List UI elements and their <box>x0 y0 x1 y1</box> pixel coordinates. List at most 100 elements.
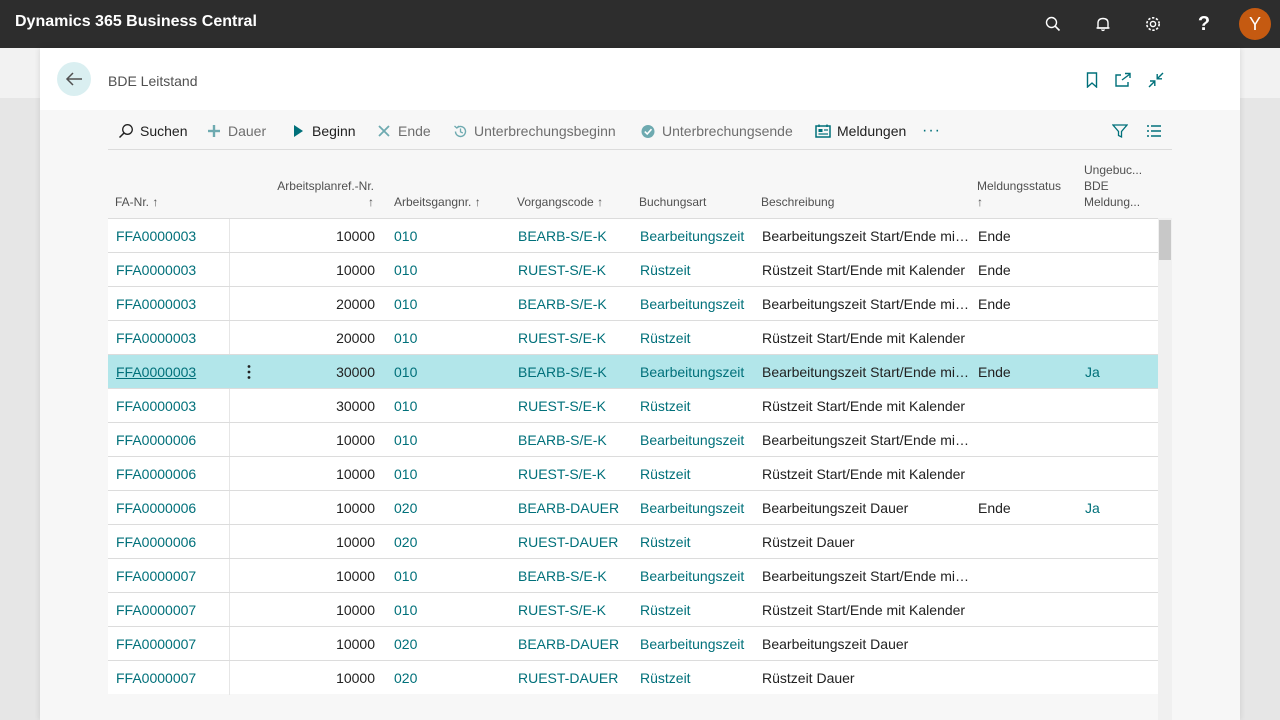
duration-button[interactable]: Dauer <box>206 121 266 141</box>
interruption-start-button[interactable]: Unterbrechungsbeginn <box>452 121 616 141</box>
fa-nr-cell[interactable]: FFA0000006 <box>116 432 197 448</box>
fa-nr-cell[interactable]: FFA0000006 <box>116 534 197 550</box>
meldungsstatus-cell: Ende <box>978 262 1011 278</box>
column-divider <box>229 457 230 491</box>
column-divider <box>229 219 230 253</box>
vorgangscode-cell: BEARB-S/E-K <box>518 228 607 244</box>
buchungsart-cell: Rüstzeit <box>640 534 691 550</box>
arbeitsplanref-cell: 10000 <box>336 500 375 516</box>
buchungsart-cell: Bearbeitungszeit <box>640 568 745 584</box>
page-header: BDE Leitstand <box>40 48 1240 110</box>
table-row[interactable]: FFA0000007 10000 020 BEARB-DAUER Bearbeitung… <box>108 626 1158 661</box>
beschreibung-cell: Rüstzeit Dauer <box>762 670 855 686</box>
beschreibung-cell: Bearbeitungszeit Dauer <box>762 500 909 516</box>
fa-nr-cell[interactable]: FFA0000007 <box>116 636 197 652</box>
beschreibung-cell: Rüstzeit Start/Ende mit Kalender <box>762 262 966 278</box>
interruption-end-button[interactable]: Unterbrechungsende <box>640 121 793 141</box>
table-row[interactable]: FFA0000006 10000 010 RUEST-S/E-K Rüstzeit Rüs… <box>108 456 1158 491</box>
table-row[interactable]: FFA0000003 20000 010 BEARB-S/E-K Bearbeitung… <box>108 286 1158 321</box>
interruption-start-label: Unterbrechungsbeginn <box>474 123 616 139</box>
table-row[interactable]: FFA0000007 10000 010 RUEST-S/E-K Rüstzeit Rüs… <box>108 592 1158 627</box>
vorgangscode-cell: BEARB-S/E-K <box>518 568 607 584</box>
app-title[interactable]: Dynamics 365 Business Central <box>15 13 257 30</box>
row-actions-icon[interactable] <box>244 363 254 381</box>
start-button[interactable]: Beginn <box>290 121 356 141</box>
end-label: Ende <box>398 123 431 139</box>
column-header-meldungsstatus[interactable]: Meldungsstatus ↑ <box>977 179 1062 209</box>
meldungsstatus-cell: Ende <box>978 228 1011 244</box>
vorgangscode-cell: RUEST-S/E-K <box>518 602 606 618</box>
column-header-vorgangscode[interactable]: Vorgangscode ↑ <box>517 195 604 209</box>
column-header-arbeitsplanref[interactable]: Arbeitsplanref.-Nr. ↑ <box>277 179 374 209</box>
arbeitsgangnr-cell: 010 <box>394 466 418 482</box>
column-header-fa-nr[interactable]: FA-Nr. ↑ <box>115 195 159 209</box>
fa-nr-cell[interactable]: FFA0000006 <box>116 466 197 482</box>
avatar[interactable]: Y <box>1239 8 1271 40</box>
end-button[interactable]: Ende <box>376 121 431 141</box>
column-divider <box>229 253 230 287</box>
vorgangscode-cell: BEARB-S/E-K <box>518 364 607 380</box>
collapse-icon[interactable] <box>1146 70 1166 90</box>
table-row[interactable]: FFA0000003 10000 010 RUEST-S/E-K Rüstzeit Rüs… <box>108 252 1158 287</box>
fa-nr-cell[interactable]: FFA0000003 <box>116 330 197 346</box>
more-options-button[interactable]: ··· <box>922 122 941 139</box>
fa-nr-cell[interactable]: FFA0000003 <box>116 262 197 278</box>
gear-icon[interactable] <box>1141 12 1165 36</box>
buchungsart-cell: Bearbeitungszeit <box>640 228 745 244</box>
vorgangscode-cell: RUEST-S/E-K <box>518 262 606 278</box>
buchungsart-cell: Rüstzeit <box>640 602 691 618</box>
arbeitsgangnr-cell: 020 <box>394 500 418 516</box>
buchungsart-cell: Bearbeitungszeit <box>640 432 745 448</box>
column-divider <box>229 423 230 457</box>
table-row[interactable]: FFA0000003 20000 010 RUEST-S/E-K Rüstzeit Rüs… <box>108 320 1158 355</box>
search-icon[interactable] <box>1041 12 1065 36</box>
fa-nr-cell[interactable]: FFA0000003 <box>116 398 197 414</box>
column-header-ungebucht-bde-meldung[interactable]: Ungebuc... BDE Meldung... <box>1084 163 1143 209</box>
table-row[interactable]: FFA0000006 10000 020 BEARB-DAUER Bearbeitung… <box>108 490 1158 525</box>
arbeitsgangnr-cell: 010 <box>394 602 418 618</box>
messages-button[interactable]: Meldungen <box>815 121 906 141</box>
play-icon <box>290 123 306 139</box>
table-row[interactable]: FFA0000007 10000 010 BEARB-S/E-K Bearbeitung… <box>108 558 1158 593</box>
arbeitsgangnr-cell: 020 <box>394 636 418 652</box>
column-header-beschreibung[interactable]: Beschreibung <box>761 195 835 209</box>
search-action-button[interactable]: Suchen <box>118 121 187 141</box>
column-divider <box>229 559 230 593</box>
table-row[interactable]: FFA0000006 10000 020 RUEST-DAUER Rüstzeit Rüs… <box>108 524 1158 559</box>
close-icon <box>376 123 392 139</box>
column-divider <box>229 661 230 695</box>
back-button[interactable] <box>57 62 91 96</box>
fa-nr-cell[interactable]: FFA0000007 <box>116 568 197 584</box>
column-divider <box>229 593 230 627</box>
column-header-buchungsart[interactable]: Buchungsart <box>639 195 707 209</box>
fa-nr-cell[interactable]: FFA0000007 <box>116 602 197 618</box>
table-row[interactable]: FFA0000003 30000 010 BEARB-S/E-K Bearbeitung… <box>108 354 1158 388</box>
open-new-window-icon[interactable] <box>1113 70 1133 90</box>
arbeitsplanref-cell: 10000 <box>336 228 375 244</box>
list-view-icon[interactable] <box>1146 121 1162 141</box>
bell-icon[interactable] <box>1091 12 1115 36</box>
scrollbar-thumb[interactable] <box>1159 220 1171 260</box>
fa-nr-cell[interactable]: FFA0000003 <box>116 364 197 380</box>
beschreibung-cell: Bearbeitungszeit Start/Ende mit... <box>762 364 970 380</box>
buchungsart-cell: Rüstzeit <box>640 330 691 346</box>
start-label: Beginn <box>312 123 356 139</box>
data-grid: FA-Nr. ↑ Arbeitsplanref.-Nr. ↑ Arbeitsga… <box>108 150 1172 720</box>
help-icon[interactable]: ? <box>1197 12 1211 35</box>
messages-label: Meldungen <box>837 123 907 139</box>
table-row[interactable]: FFA0000007 10000 020 RUEST-DAUER Rüstzeit Rüs… <box>108 660 1158 695</box>
fa-nr-cell[interactable]: FFA0000006 <box>116 500 197 516</box>
table-row[interactable]: FFA0000003 10000 010 BEARB-S/E-K Bearbeitung… <box>108 218 1158 253</box>
table-row[interactable]: FFA0000006 10000 010 BEARB-S/E-K Bearbeitung… <box>108 422 1158 457</box>
duration-label: Dauer <box>228 123 267 139</box>
column-header-arbeitsgangnr[interactable]: Arbeitsgangnr. ↑ <box>394 195 481 209</box>
filter-icon[interactable] <box>1112 121 1128 141</box>
table-row[interactable]: FFA0000003 30000 010 RUEST-S/E-K Rüstzeit Rüs… <box>108 388 1158 423</box>
beschreibung-cell: Rüstzeit Start/Ende mit Kalender <box>762 330 966 346</box>
fa-nr-cell[interactable]: FFA0000003 <box>116 228 197 244</box>
fa-nr-cell[interactable]: FFA0000003 <box>116 296 197 312</box>
fa-nr-cell[interactable]: FFA0000007 <box>116 670 197 686</box>
bookmark-icon[interactable] <box>1082 70 1102 90</box>
vertical-scrollbar[interactable] <box>1158 218 1172 720</box>
vorgangscode-cell: RUEST-S/E-K <box>518 398 606 414</box>
